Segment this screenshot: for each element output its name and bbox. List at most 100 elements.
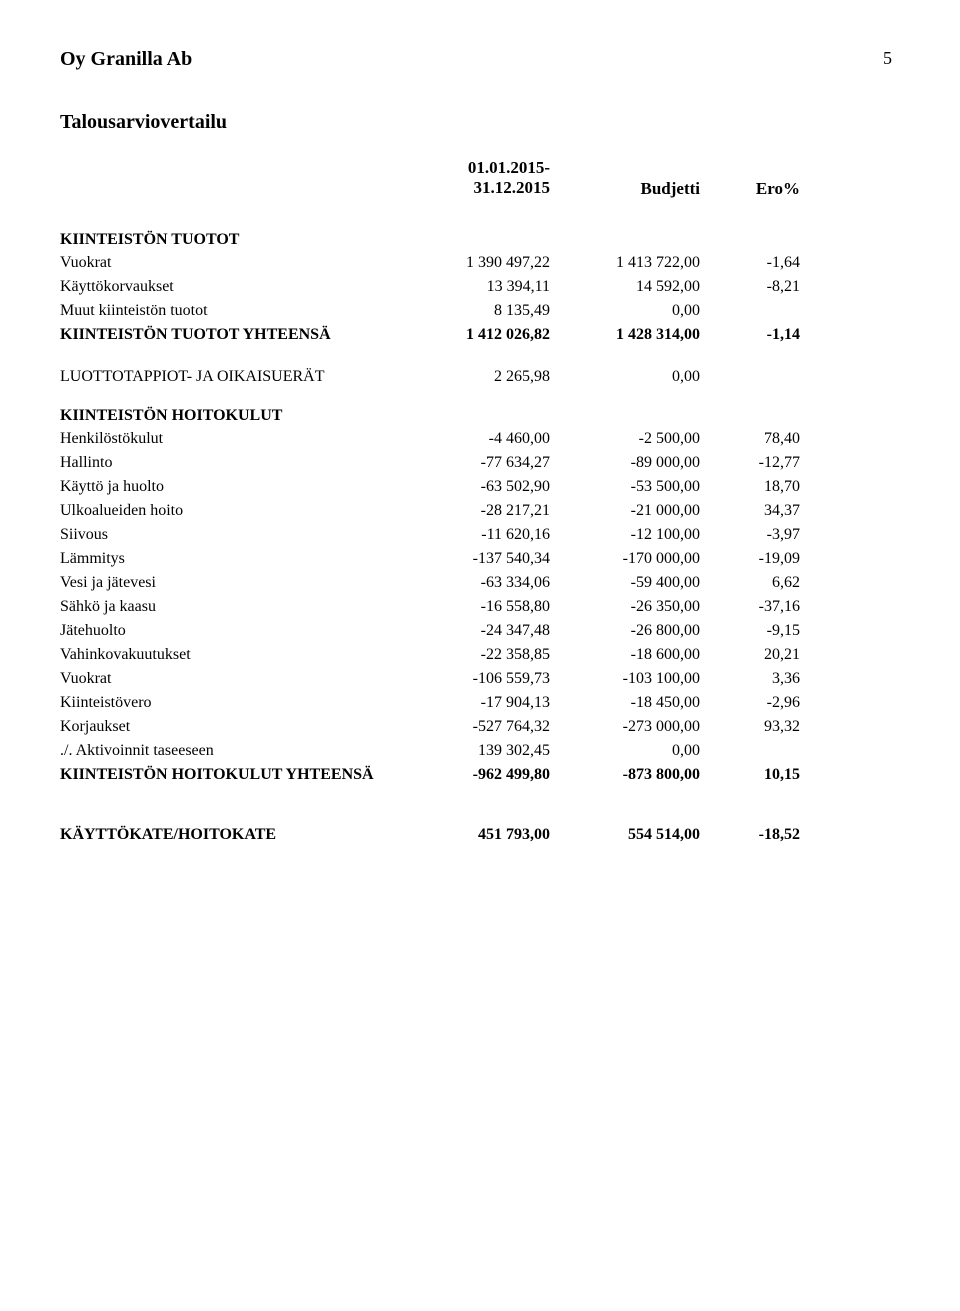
adjustments-section: LUOTTOTAPPIOT- JA OIKAISUERÄT 2 265,98 0… xyxy=(60,365,900,389)
row-pct: -12,77 xyxy=(700,451,800,475)
row-label: Korjaukset xyxy=(60,715,400,739)
row-value: 1 412 026,82 xyxy=(400,323,550,347)
row-budget: -18 600,00 xyxy=(550,643,700,667)
row-label: Hallinto xyxy=(60,451,400,475)
row-budget: 1 413 722,00 xyxy=(550,251,700,275)
row-budget: -53 500,00 xyxy=(550,475,700,499)
row-pct: -37,16 xyxy=(700,595,800,619)
budget-header: Budjetti xyxy=(550,179,700,199)
row-label: LUOTTOTAPPIOT- JA OIKAISUERÄT xyxy=(60,365,400,389)
row-budget: 0,00 xyxy=(550,739,700,763)
row-pct: 34,37 xyxy=(700,499,800,523)
row-value: -16 558,80 xyxy=(400,595,550,619)
table-row: Kiinteistövero -17 904,13 -18 450,00 -2,… xyxy=(60,691,900,715)
expenses-section: KIINTEISTÖN HOITOKULUT Henkilöstökulut -… xyxy=(60,407,900,787)
row-budget: -12 100,00 xyxy=(550,523,700,547)
row-value: -63 502,90 xyxy=(400,475,550,499)
row-pct: -9,15 xyxy=(700,619,800,643)
table-row: Korjaukset -527 764,32 -273 000,00 93,32 xyxy=(60,715,900,739)
row-label: Vuokrat xyxy=(60,667,400,691)
row-value: -527 764,32 xyxy=(400,715,550,739)
row-pct: -18,52 xyxy=(700,823,800,847)
row-label: Käyttökorvaukset xyxy=(60,275,400,299)
row-label: ./. Aktivoinnit taseeseen xyxy=(60,739,400,763)
row-value: 8 135,49 xyxy=(400,299,550,323)
row-budget: -18 450,00 xyxy=(550,691,700,715)
row-label: Muut kiinteistön tuotot xyxy=(60,299,400,323)
table-row: Käyttökorvaukset 13 394,11 14 592,00 -8,… xyxy=(60,275,900,299)
income-total-row: KIINTEISTÖN TUOTOT YHTEENSÄ 1 412 026,82… xyxy=(60,323,900,347)
row-value: -106 559,73 xyxy=(400,667,550,691)
table-row: Hallinto -77 634,27 -89 000,00 -12,77 xyxy=(60,451,900,475)
row-value: -17 904,13 xyxy=(400,691,550,715)
row-budget: 14 592,00 xyxy=(550,275,700,299)
row-label: Vesi ja jätevesi xyxy=(60,571,400,595)
row-budget: 0,00 xyxy=(550,299,700,323)
row-budget: -26 350,00 xyxy=(550,595,700,619)
row-label: KIINTEISTÖN TUOTOT YHTEENSÄ xyxy=(60,323,400,347)
row-budget: -170 000,00 xyxy=(550,547,700,571)
row-pct xyxy=(700,739,800,763)
row-value: -962 499,80 xyxy=(400,763,550,787)
table-row: Vesi ja jätevesi -63 334,06 -59 400,00 6… xyxy=(60,571,900,595)
row-budget: 0,00 xyxy=(550,365,700,389)
period-header-line2: 31.12.2015 xyxy=(400,178,550,198)
table-row: Lämmitys -137 540,34 -170 000,00 -19,09 xyxy=(60,547,900,571)
row-value: 451 793,00 xyxy=(400,823,550,847)
period-header-line1: 01.01.2015- xyxy=(400,158,550,178)
header-row: Oy Granilla Ab 5 xyxy=(60,48,900,71)
table-row: Vuokrat -106 559,73 -103 100,00 3,36 xyxy=(60,667,900,691)
row-pct: -8,21 xyxy=(700,275,800,299)
row-label: Kiinteistövero xyxy=(60,691,400,715)
table-row: Siivous -11 620,16 -12 100,00 -3,97 xyxy=(60,523,900,547)
row-pct xyxy=(700,365,800,389)
row-value: 13 394,11 xyxy=(400,275,550,299)
row-value: -77 634,27 xyxy=(400,451,550,475)
row-pct: 18,70 xyxy=(700,475,800,499)
expenses-total-row: KIINTEISTÖN HOITOKULUT YHTEENSÄ -962 499… xyxy=(60,763,900,787)
row-pct: -2,96 xyxy=(700,691,800,715)
income-section-title: KIINTEISTÖN TUOTOT xyxy=(60,231,900,249)
row-label: Jätehuolto xyxy=(60,619,400,643)
row-value: -4 460,00 xyxy=(400,427,550,451)
row-label: KÄYTTÖKATE/HOITOKATE xyxy=(60,823,400,847)
row-value: 139 302,45 xyxy=(400,739,550,763)
row-value: -11 620,16 xyxy=(400,523,550,547)
row-pct: 3,36 xyxy=(700,667,800,691)
row-pct: -1,64 xyxy=(700,251,800,275)
row-budget: -21 000,00 xyxy=(550,499,700,523)
row-pct: -3,97 xyxy=(700,523,800,547)
row-budget: -26 800,00 xyxy=(550,619,700,643)
row-value: -24 347,48 xyxy=(400,619,550,643)
row-budget: -59 400,00 xyxy=(550,571,700,595)
row-pct: 20,21 xyxy=(700,643,800,667)
table-row: LUOTTOTAPPIOT- JA OIKAISUERÄT 2 265,98 0… xyxy=(60,365,900,389)
table-row: Vahinkovakuutukset -22 358,85 -18 600,00… xyxy=(60,643,900,667)
row-label: Vuokrat xyxy=(60,251,400,275)
row-value: -28 217,21 xyxy=(400,499,550,523)
table-row: Sähkö ja kaasu -16 558,80 -26 350,00 -37… xyxy=(60,595,900,619)
income-section: KIINTEISTÖN TUOTOT Vuokrat 1 390 497,22 … xyxy=(60,231,900,347)
table-row: Käyttö ja huolto -63 502,90 -53 500,00 1… xyxy=(60,475,900,499)
table-row: Ulkoalueiden hoito -28 217,21 -21 000,00… xyxy=(60,499,900,523)
row-label: Siivous xyxy=(60,523,400,547)
table-row: Vuokrat 1 390 497,22 1 413 722,00 -1,64 xyxy=(60,251,900,275)
table-row: Henkilöstökulut -4 460,00 -2 500,00 78,4… xyxy=(60,427,900,451)
row-budget: 1 428 314,00 xyxy=(550,323,700,347)
row-value: -137 540,34 xyxy=(400,547,550,571)
table-row: ./. Aktivoinnit taseeseen 139 302,45 0,0… xyxy=(60,739,900,763)
row-label: Ulkoalueiden hoito xyxy=(60,499,400,523)
row-value: -63 334,06 xyxy=(400,571,550,595)
row-budget: -103 100,00 xyxy=(550,667,700,691)
row-pct: -19,09 xyxy=(700,547,800,571)
row-budget: -89 000,00 xyxy=(550,451,700,475)
table-row: Muut kiinteistön tuotot 8 135,49 0,00 xyxy=(60,299,900,323)
column-headers: 01.01.2015- 31.12.2015 Budjetti Ero% xyxy=(60,158,900,199)
row-pct: 93,32 xyxy=(700,715,800,739)
row-budget: -873 800,00 xyxy=(550,763,700,787)
document-title: Talousarviovertailu xyxy=(60,111,900,134)
row-label: Sähkö ja kaasu xyxy=(60,595,400,619)
company-name: Oy Granilla Ab xyxy=(60,48,192,71)
row-pct: -1,14 xyxy=(700,323,800,347)
row-budget: -2 500,00 xyxy=(550,427,700,451)
